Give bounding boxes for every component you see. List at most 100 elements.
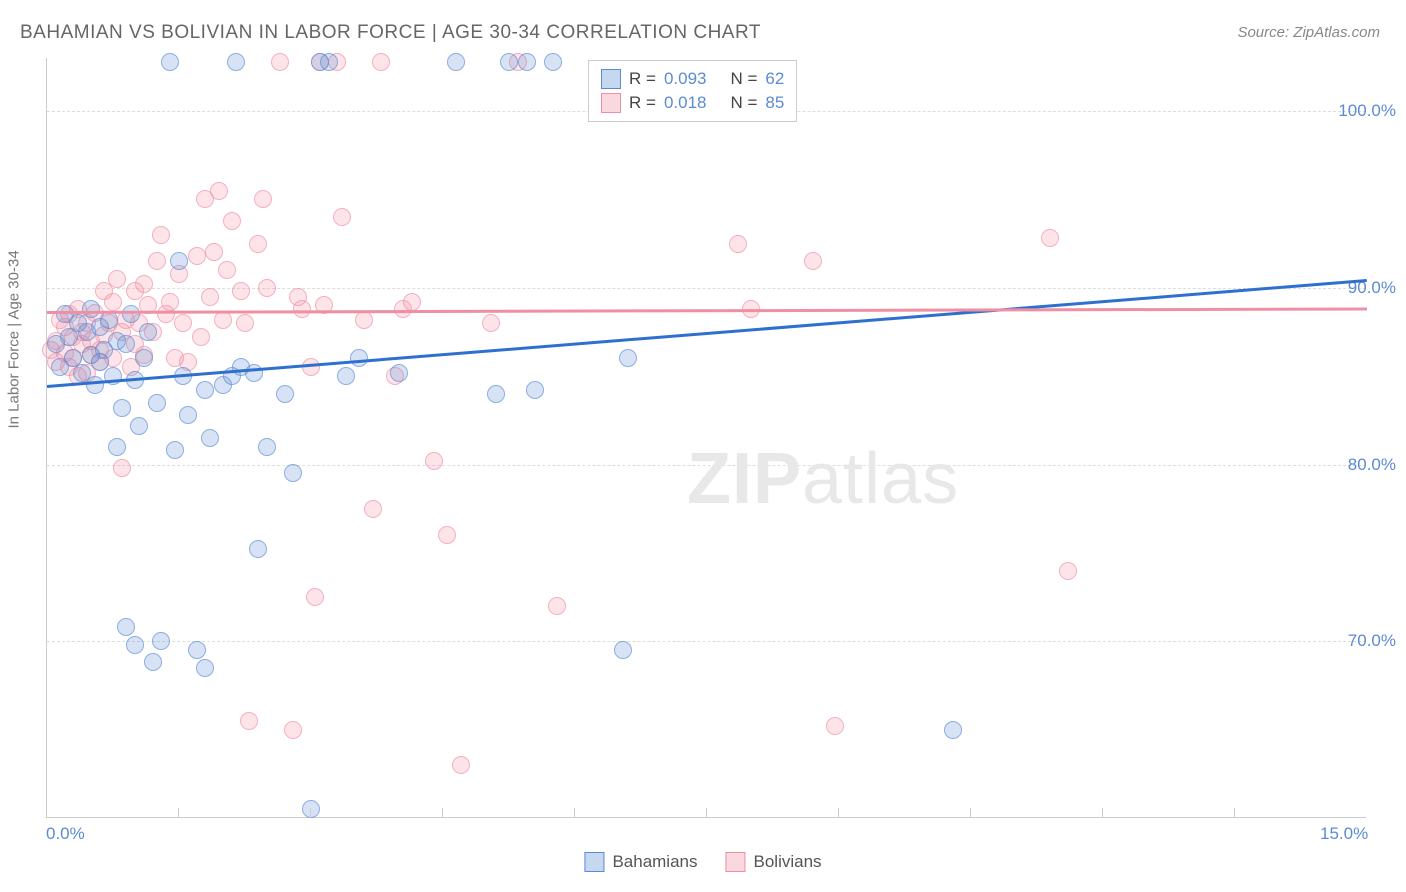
y-tick-label: 70.0% — [1348, 631, 1396, 651]
scatter-point-bolivian — [236, 314, 254, 332]
scatter-point-bahamian — [526, 381, 544, 399]
scatter-point-bolivian — [1041, 229, 1059, 247]
scatter-point-bahamian — [614, 641, 632, 659]
scatter-point-bahamian — [447, 53, 465, 71]
n-label: N = — [730, 69, 757, 89]
scatter-point-bahamian — [302, 800, 320, 818]
scatter-point-bahamian — [544, 53, 562, 71]
scatter-point-bahamian — [196, 381, 214, 399]
chart-title: BAHAMIAN VS BOLIVIAN IN LABOR FORCE | AG… — [20, 22, 761, 44]
scatter-point-bahamian — [130, 417, 148, 435]
scatter-point-bahamian — [139, 323, 157, 341]
scatter-point-bolivian — [306, 588, 324, 606]
scatter-point-bahamian — [144, 653, 162, 671]
scatter-point-bahamian — [126, 636, 144, 654]
scatter-point-bolivian — [548, 597, 566, 615]
scatter-point-bolivian — [113, 459, 131, 477]
r-label: R = — [629, 69, 656, 89]
legend-label: Bahamians — [612, 852, 697, 872]
r-label: R = — [629, 93, 656, 113]
scatter-point-bolivian — [174, 314, 192, 332]
watermark-bold: ZIP — [687, 439, 802, 519]
x-tick-label: 0.0% — [46, 824, 85, 844]
scatter-point-bahamian — [518, 53, 536, 71]
scatter-point-bolivian — [826, 717, 844, 735]
scatter-point-bolivian — [438, 526, 456, 544]
legend-row-bolivians: R = 0.018 N = 85 — [601, 91, 784, 115]
y-tick-label: 80.0% — [1348, 455, 1396, 475]
scatter-point-bolivian — [254, 190, 272, 208]
scatter-point-bahamian — [135, 349, 153, 367]
x-tick-mark — [574, 808, 575, 818]
scatter-point-bolivian — [161, 293, 179, 311]
scatter-point-bahamian — [201, 429, 219, 447]
scatter-point-bahamian — [117, 335, 135, 353]
legend-item-bolivians: Bolivians — [726, 852, 822, 872]
scatter-point-bahamian — [122, 305, 140, 323]
scatter-point-bolivian — [148, 252, 166, 270]
scatter-point-bolivian — [218, 261, 236, 279]
scatter-point-bolivian — [425, 452, 443, 470]
scatter-point-bahamian — [500, 53, 518, 71]
scatter-point-bolivian — [1059, 562, 1077, 580]
scatter-point-bolivian — [355, 311, 373, 329]
scatter-point-bolivian — [804, 252, 822, 270]
scatter-point-bolivian — [271, 53, 289, 71]
scatter-point-bahamian — [320, 53, 338, 71]
x-tick-mark — [970, 808, 971, 818]
scatter-point-bahamian — [117, 618, 135, 636]
scatter-point-bolivian — [729, 235, 747, 253]
legend-row-bahamians: R = 0.093 N = 62 — [601, 67, 784, 91]
scatter-point-bolivian — [223, 212, 241, 230]
scatter-point-bolivian — [210, 182, 228, 200]
scatter-point-bolivian — [108, 270, 126, 288]
scatter-point-bolivian — [232, 282, 250, 300]
x-tick-mark — [1102, 808, 1103, 818]
watermark-rest: atlas — [802, 439, 959, 519]
x-tick-label: 15.0% — [1320, 824, 1368, 844]
scatter-point-bolivian — [135, 275, 153, 293]
scatter-point-bahamian — [188, 641, 206, 659]
scatter-point-bolivian — [284, 721, 302, 739]
scatter-point-bolivian — [372, 53, 390, 71]
scatter-point-bahamian — [166, 441, 184, 459]
scatter-point-bahamian — [148, 394, 166, 412]
scatter-point-bahamian — [944, 721, 962, 739]
scatter-point-bolivian — [258, 279, 276, 297]
gridline-horizontal — [47, 465, 1366, 466]
source-attribution: Source: ZipAtlas.com — [1237, 24, 1380, 41]
plot-area: ZIPatlas — [46, 58, 1366, 818]
chart-container: BAHAMIAN VS BOLIVIAN IN LABOR FORCE | AG… — [0, 0, 1406, 892]
legend-swatch-pink — [726, 852, 746, 872]
scatter-point-bolivian — [201, 288, 219, 306]
scatter-point-bolivian — [214, 311, 232, 329]
scatter-point-bolivian — [452, 756, 470, 774]
scatter-point-bolivian — [240, 712, 258, 730]
scatter-point-bahamian — [170, 252, 188, 270]
scatter-point-bahamian — [113, 399, 131, 417]
scatter-point-bahamian — [284, 464, 302, 482]
scatter-point-bolivian — [364, 500, 382, 518]
scatter-point-bolivian — [482, 314, 500, 332]
x-tick-mark — [706, 808, 707, 818]
watermark: ZIPatlas — [687, 438, 959, 520]
scatter-point-bolivian — [104, 293, 122, 311]
scatter-point-bahamian — [86, 376, 104, 394]
scatter-point-bolivian — [333, 208, 351, 226]
trend-line-pink — [47, 307, 1367, 313]
scatter-point-bahamian — [619, 349, 637, 367]
scatter-point-bahamian — [249, 540, 267, 558]
legend-swatch-pink — [601, 93, 621, 113]
scatter-point-bahamian — [487, 385, 505, 403]
x-tick-mark — [838, 808, 839, 818]
scatter-point-bolivian — [205, 243, 223, 261]
legend-item-bahamians: Bahamians — [584, 852, 697, 872]
n-value: 85 — [765, 93, 784, 113]
r-value: 0.093 — [664, 69, 707, 89]
scatter-point-bolivian — [188, 247, 206, 265]
scatter-point-bahamian — [108, 438, 126, 456]
y-tick-label: 100.0% — [1338, 101, 1396, 121]
scatter-point-bolivian — [192, 328, 210, 346]
scatter-point-bahamian — [390, 364, 408, 382]
scatter-point-bahamian — [196, 659, 214, 677]
